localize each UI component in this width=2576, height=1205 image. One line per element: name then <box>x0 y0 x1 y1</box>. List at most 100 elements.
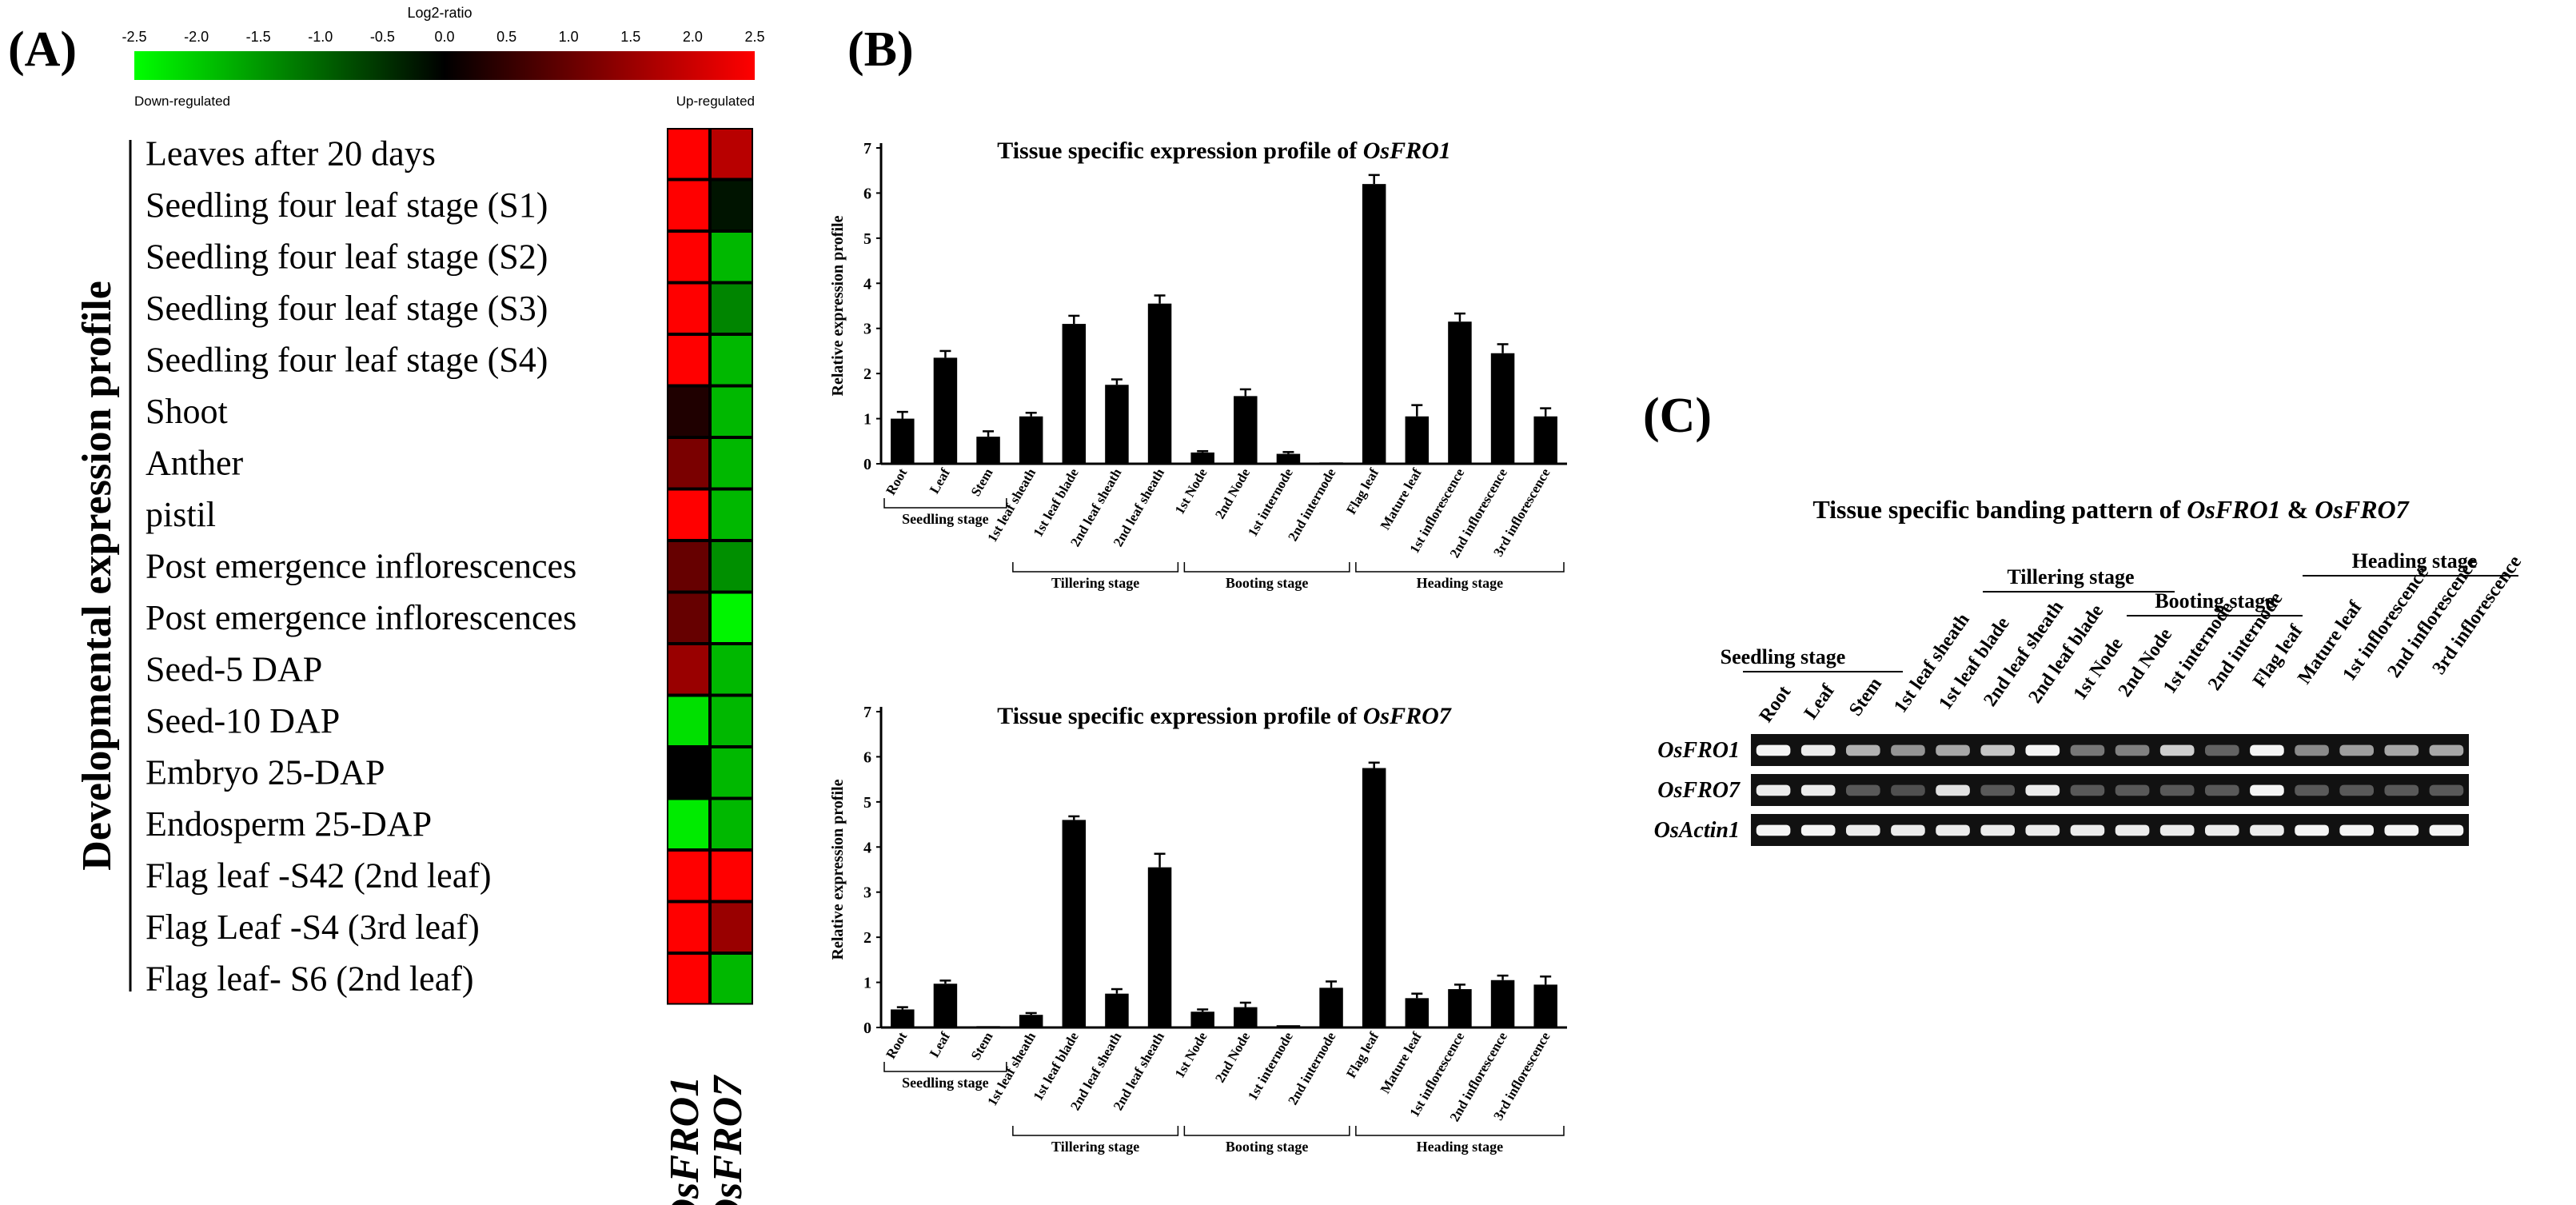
gel-band <box>1980 744 2016 756</box>
colorbar-tick-label: 2.0 <box>683 29 703 45</box>
heatmap-column-label: OsFRO1 <box>662 1076 708 1205</box>
gel-lane-label: Leaf <box>1800 680 1840 723</box>
x-tick-label: Leaf <box>927 1029 953 1059</box>
y-tick-label: 4 <box>863 275 871 293</box>
heatmap-cell <box>712 490 752 539</box>
gel-band <box>2070 744 2105 756</box>
heatmap-cell <box>712 748 752 797</box>
bar <box>1147 303 1172 464</box>
heatmap-cell <box>712 955 752 1004</box>
gel-stage-label: Heading stage <box>2352 549 2478 573</box>
gel-band <box>1756 784 1791 796</box>
gel-lane-label: Stem <box>1845 674 1886 720</box>
bar <box>976 437 1000 464</box>
heatmap-cell <box>668 852 708 900</box>
gel-band <box>2295 784 2329 796</box>
gel-band <box>2250 744 2284 756</box>
stage-label: Tillering stage <box>1051 575 1139 591</box>
gel-band <box>2115 784 2150 796</box>
heatmap-cell <box>668 542 708 591</box>
bar <box>1190 452 1214 464</box>
gel-panel: Tissue specific banding pattern of OsFRO… <box>1654 495 2526 846</box>
bar <box>1490 353 1515 464</box>
bar <box>1448 321 1472 464</box>
y-tick-label: 3 <box>863 884 871 902</box>
heatmap: Leaves after 20 days Seedling four leaf s… <box>146 128 753 1205</box>
heatmap-row-label: Post emergence inflorescences <box>146 598 576 637</box>
gel-stage-label: Tillering stage <box>2007 565 2134 589</box>
gel-band <box>1891 824 1925 836</box>
colorbar-tick-label: -2.0 <box>184 29 209 45</box>
chart-title-text: Tissue specific expression profile of <box>997 703 1363 729</box>
gel-band <box>1936 784 1970 796</box>
heatmap-row-label: Seedling four leaf stage (S1) <box>146 186 548 225</box>
gel-band <box>1845 824 1880 836</box>
heatmap-cell <box>668 903 708 952</box>
x-tick-label: 1st internode <box>1245 465 1296 539</box>
y-axis-label: Relative expression profile <box>829 779 847 960</box>
heatmap-cell <box>712 439 752 488</box>
heatmap-cell <box>668 800 708 848</box>
gel-title: Tissue specific banding pattern of OsFRO… <box>1812 495 2410 524</box>
bar <box>891 418 915 464</box>
bar <box>1105 385 1129 464</box>
stage-label: Seedling stage <box>902 1075 989 1091</box>
colorbar-tick-label: 0.5 <box>496 29 516 45</box>
gel-title-amp: & <box>2281 495 2315 524</box>
chart-title-gene: OsFRO1 <box>1363 138 1451 164</box>
colorbar-tick-label: 1.0 <box>559 29 579 45</box>
heatmap-cell <box>668 593 708 642</box>
gel-lane-label: Root <box>1756 682 1796 726</box>
bar <box>1147 867 1172 1027</box>
colorbar-tick-label: -1.0 <box>308 29 333 45</box>
heatmap-cell <box>668 233 708 281</box>
bar <box>1234 396 1258 464</box>
gel-band <box>1845 744 1880 756</box>
heatmap-row-label: Shoot <box>146 392 228 431</box>
x-tick-label: Root <box>883 465 910 497</box>
bar <box>1319 988 1343 1027</box>
stage-bracket <box>1355 562 1565 573</box>
colorbar-high-label: Up-regulated <box>676 94 755 109</box>
gel-band <box>2339 784 2375 796</box>
heatmap-cell <box>668 748 708 797</box>
y-tick-label: 2 <box>863 365 871 383</box>
x-tick-label: 1st internode <box>1245 1029 1296 1103</box>
stage-bracket <box>1183 1126 1350 1136</box>
heatmap-cell <box>668 181 708 229</box>
y-tick-label: 1 <box>863 975 871 992</box>
heatmap-row-label: Endosperm 25-DAP <box>146 804 432 844</box>
heatmap-row-label: Seed-5 DAP <box>146 649 322 688</box>
bar <box>1533 984 1557 1027</box>
heatmap-cell <box>712 387 752 436</box>
heatmap-cell <box>712 284 752 333</box>
gel-band <box>2204 744 2239 756</box>
colorbar-gradient <box>134 51 755 80</box>
bar <box>1319 462 1343 464</box>
x-tick-label: Mature leaf <box>1378 1029 1425 1096</box>
panel-a-label: (A) <box>8 22 77 77</box>
chart-title: Tissue specific expression profile of Os… <box>997 138 1451 164</box>
gel-band <box>2295 824 2329 836</box>
stage-label: Seedling stage <box>902 511 989 527</box>
gel-band <box>1800 744 1836 756</box>
gel-band <box>2429 824 2464 836</box>
y-tick-label: 6 <box>863 185 871 202</box>
gel-band <box>2250 824 2284 836</box>
heatmap-side-title: Developmental expression profile <box>74 281 120 871</box>
chart-title-gene: OsFRO7 <box>1363 703 1452 729</box>
colorbar-tick-label: -2.5 <box>122 29 146 45</box>
y-tick-label: 0 <box>863 456 871 473</box>
heatmap-row-label: Seedling four leaf stage (S4) <box>146 340 548 379</box>
colorbar-tick-label: 2.5 <box>744 29 764 45</box>
gel-band <box>1845 784 1880 796</box>
gel-band <box>2384 744 2419 756</box>
heatmap-row-label: Flag leaf- S6 (2nd leaf) <box>146 959 474 998</box>
heatmap-cell <box>668 490 708 539</box>
stage-bracket <box>1012 1126 1179 1136</box>
gel-band <box>2025 744 2060 756</box>
heatmap-column-label: OsFRO7 <box>705 1075 751 1205</box>
y-tick-label: 1 <box>863 411 871 429</box>
gel-title-gene1: OsFRO1 <box>2187 495 2280 524</box>
